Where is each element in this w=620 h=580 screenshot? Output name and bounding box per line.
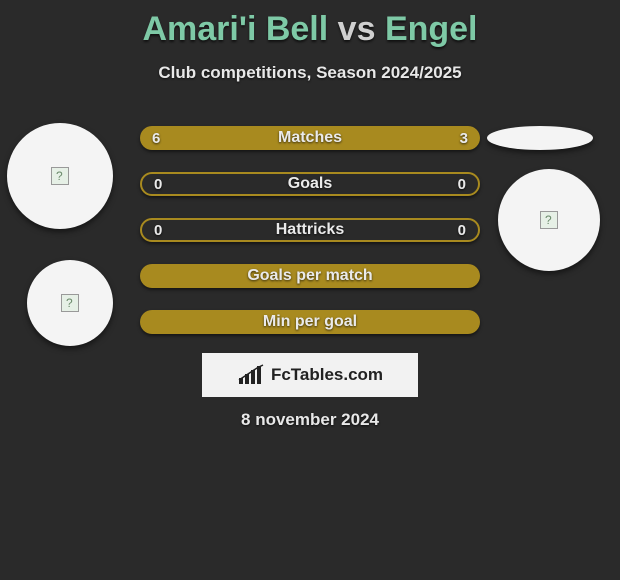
- avatar-ellipse: [487, 126, 593, 150]
- stat-label: Matches: [140, 129, 480, 147]
- subtitle: Club competitions, Season 2024/2025: [0, 63, 620, 83]
- broken-image-icon: [61, 294, 79, 312]
- player1-name: Amari'i Bell: [142, 10, 328, 48]
- date-label: 8 november 2024: [0, 410, 620, 430]
- avatar-player1: [7, 123, 113, 229]
- stat-right-value: 3: [460, 130, 468, 147]
- branding-text: FcTables.com: [271, 365, 383, 385]
- broken-image-icon: [51, 167, 69, 185]
- stat-row-goals: 0Goals0: [140, 172, 480, 196]
- stat-row-matches: 6Matches3: [140, 126, 480, 150]
- stat-label: Goals per match: [140, 267, 480, 285]
- branding-badge: FcTables.com: [202, 353, 418, 397]
- stat-row-goals-per-match: Goals per match: [140, 264, 480, 288]
- vs-label: vs: [338, 10, 376, 48]
- stat-row-min-per-goal: Min per goal: [140, 310, 480, 334]
- stat-row-hattricks: 0Hattricks0: [140, 218, 480, 242]
- stat-label: Goals: [142, 175, 478, 193]
- avatar-club1: [27, 260, 113, 346]
- stat-label: Hattricks: [142, 221, 478, 239]
- chart-icon: [237, 364, 265, 386]
- avatar-player2: [498, 169, 600, 271]
- stat-right-value: 0: [458, 176, 466, 193]
- player2-name: Engel: [385, 10, 478, 48]
- stat-right-value: 0: [458, 222, 466, 239]
- stats-container: 6Matches30Goals00Hattricks0Goals per mat…: [140, 126, 480, 356]
- page-title: Amari'i Bell vs Engel: [0, 0, 620, 49]
- stat-label: Min per goal: [140, 313, 480, 331]
- broken-image-icon: [540, 211, 558, 229]
